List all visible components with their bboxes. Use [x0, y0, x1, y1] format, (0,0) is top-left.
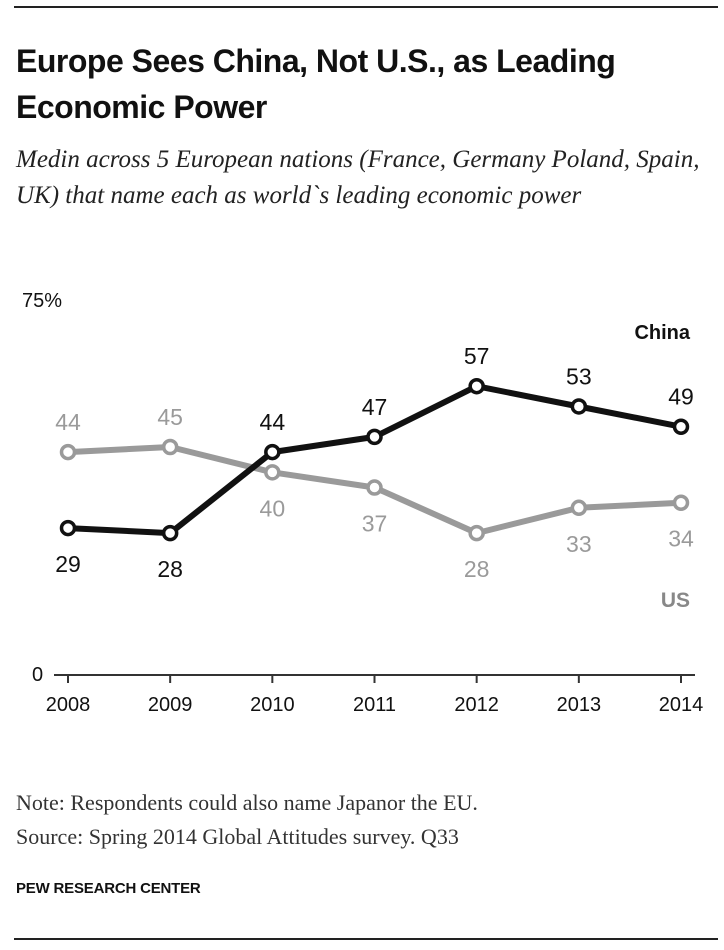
us-point-2011 — [366, 479, 383, 496]
us-point-2012 — [468, 524, 485, 542]
china-point-2012 — [468, 377, 485, 395]
x-tick-label-2009: 2009 — [148, 694, 193, 716]
china-point-2009 — [161, 524, 179, 542]
us-value-label-2014: 34 — [668, 526, 694, 552]
us-value-label-2011: 37 — [362, 511, 388, 537]
china-value-label-2008: 29 — [55, 551, 81, 577]
china-series-layer — [59, 377, 690, 542]
x-tick-label-2010: 2010 — [250, 694, 295, 716]
china-value-label-2012: 57 — [464, 343, 490, 369]
x-tick-label-2014: 2014 — [659, 694, 704, 716]
chart-subtitle: Medin across 5 European nations (France,… — [16, 146, 700, 209]
china-point-2010 — [264, 443, 281, 461]
us-value-label-2013: 33 — [566, 531, 592, 557]
label-layer: 29 28 44 47 57 53 49 44 45 40 37 28 33 34 China US — [55, 322, 694, 612]
bottom-rule — [14, 938, 718, 940]
china-point-2013 — [570, 398, 588, 415]
china-value-label-2010: 44 — [260, 409, 286, 435]
us-value-label-2012: 28 — [464, 556, 490, 582]
footnote: Note: Respondents could also name Japano… — [16, 786, 716, 854]
us-value-label-2010: 40 — [260, 495, 286, 521]
us-value-label-2009: 45 — [157, 404, 183, 430]
china-value-label-2009: 28 — [157, 556, 183, 582]
x-tick-label-2011: 2011 — [353, 694, 396, 716]
china-point-2011 — [366, 428, 383, 446]
china-value-label-2011: 47 — [362, 394, 388, 420]
us-series-label: US — [661, 589, 690, 612]
china-value-label-2013: 53 — [566, 363, 592, 389]
us-series-layer — [59, 438, 690, 542]
y-tick-label-0: 0 — [32, 664, 43, 686]
brand-logo-text: PEW RESEARCH CENTER — [16, 880, 201, 897]
x-tick-label-2008: 2008 — [46, 694, 91, 716]
us-value-label-2008: 44 — [55, 409, 81, 435]
chart-title: Europe Sees China, Not U.S., as Leading … — [16, 43, 616, 125]
us-point-2009 — [161, 438, 179, 456]
x-tick-label-2013: 2013 — [557, 694, 602, 716]
china-point-2008 — [59, 519, 77, 537]
source-text: Source: Spring 2014 Global Attitudes sur… — [16, 824, 459, 849]
us-point-2013 — [570, 499, 588, 517]
us-point-2010 — [264, 464, 281, 481]
us-point-2014 — [672, 494, 690, 511]
x-tick-label-2012: 2012 — [454, 694, 499, 716]
line-chart: 2008 2009 2010 2011 2012 2013 2014 0 75% 29 28 44 4… — [22, 290, 703, 716]
china-value-label-2014: 49 — [668, 384, 694, 410]
note-text: Note: Respondents could also name Japano… — [16, 790, 478, 815]
axis-layer: 2008 2009 2010 2011 2012 2013 2014 0 75% — [22, 290, 703, 716]
top-rule — [14, 6, 718, 8]
china-series-label: China — [634, 322, 690, 344]
us-point-2008 — [59, 443, 77, 461]
y-tick-label-75: 75% — [22, 290, 62, 312]
china-point-2014 — [672, 418, 690, 435]
